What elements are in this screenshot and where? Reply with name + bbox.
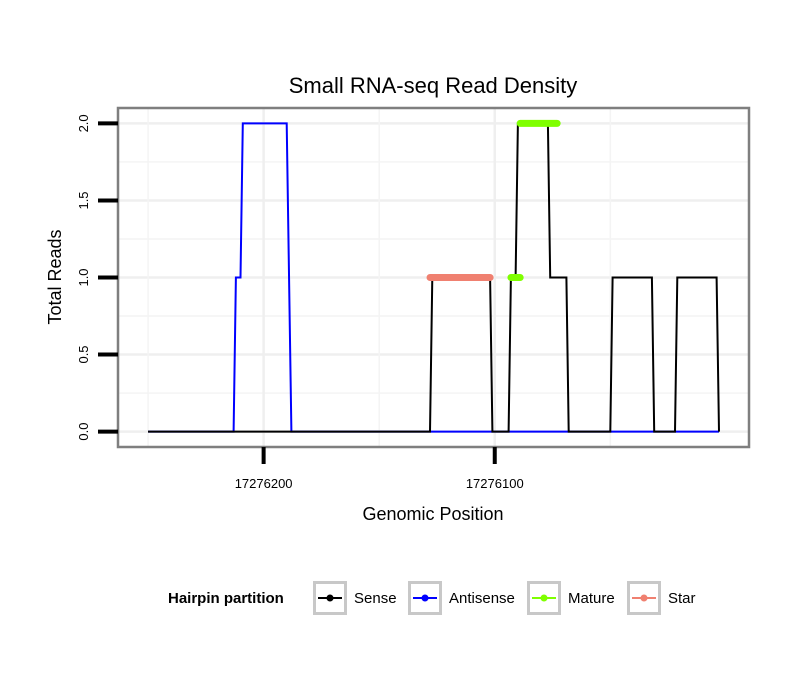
y-tick-label: 2.0 xyxy=(76,114,91,132)
y-axis-title: Total Reads xyxy=(45,229,65,324)
x-axis-title: Genomic Position xyxy=(362,504,503,524)
y-tick-label: 1.5 xyxy=(76,191,91,209)
series-line-sense xyxy=(148,122,720,433)
legend-key-dot-sense xyxy=(326,594,334,602)
legend-label-star: Star xyxy=(668,590,696,607)
highlight-layer xyxy=(426,119,561,281)
legend-key-dot-star xyxy=(640,594,648,602)
y-tick-label: 0.0 xyxy=(76,423,91,441)
legend-title: Hairpin partition xyxy=(168,590,284,607)
y-axis: 0.0 0.5 1.0 1.5 2.0 xyxy=(76,114,118,441)
y-tick-label: 0.5 xyxy=(76,345,91,363)
legend-key-dot-antisense xyxy=(421,594,429,602)
y-tick-label: 1.0 xyxy=(76,268,91,286)
legend-label-sense: Sense xyxy=(354,590,397,607)
x-tick-label: 17276100 xyxy=(466,476,524,491)
x-tick-label: 17276200 xyxy=(235,476,293,491)
legend-label-antisense: Antisense xyxy=(449,590,515,607)
legend-label-mature: Mature xyxy=(568,590,615,607)
chart-title: Small RNA-seq Read Density xyxy=(289,73,578,98)
series-line-antisense xyxy=(148,122,719,433)
x-axis: 17276200 17276100 xyxy=(235,447,524,491)
series-layer xyxy=(148,122,720,433)
legend: Hairpin partition Sense Antisense Mature St… xyxy=(168,581,696,615)
legend-key-dot-mature xyxy=(540,594,548,602)
